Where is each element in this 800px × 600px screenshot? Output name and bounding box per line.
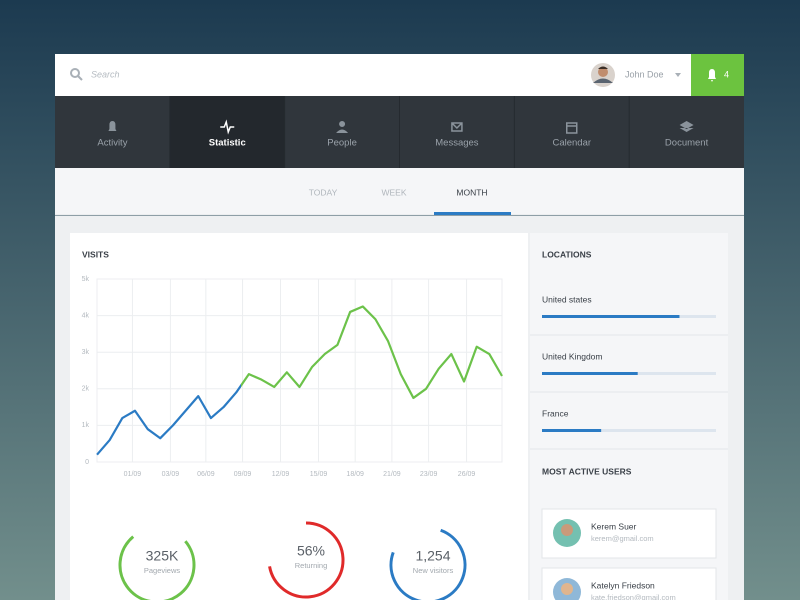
nav-icon (451, 122, 463, 132)
search-icon (70, 68, 83, 81)
nav-icon (679, 121, 694, 132)
x-tick-label: 12/09 (272, 471, 290, 478)
chart-title: VISITS (82, 249, 109, 259)
period-tab[interactable]: WEEK (381, 187, 406, 197)
top-bar (55, 54, 744, 96)
nav-tab[interactable]: Document (665, 138, 709, 149)
notification-count: 4 (724, 69, 729, 79)
location-name: United states (542, 294, 592, 304)
nav-tab[interactable]: Calendar (552, 138, 591, 149)
user-face (561, 583, 573, 595)
user-name[interactable]: John Doe (625, 69, 664, 79)
x-tick-label: 09/09 (234, 471, 252, 478)
search-input[interactable]: Search (91, 69, 120, 79)
nav-icon (220, 119, 235, 135)
location-bar (542, 429, 602, 432)
visits-panel (70, 233, 528, 600)
user-face (561, 524, 573, 536)
period-tab[interactable]: TODAY (309, 187, 338, 197)
nav-tab-active (169, 96, 285, 168)
period-tab[interactable]: MONTH (456, 187, 487, 197)
stat-value: 56% (297, 543, 325, 559)
stat-label: Returning (295, 561, 328, 570)
location-track (542, 429, 716, 432)
nav-icon (108, 121, 117, 131)
notification-button[interactable] (691, 54, 744, 96)
y-tick-label: 5k (82, 276, 90, 283)
visits-line (96, 305, 503, 456)
y-tick-label: 3k (82, 349, 90, 356)
stat-ring (118, 535, 196, 600)
location-name: United Kingdom (542, 351, 602, 361)
nav-icon (336, 121, 349, 133)
x-tick-label: 18/09 (346, 471, 364, 478)
stat-ring (389, 528, 467, 600)
period-tabs: TODAY WEEK MONTH (309, 187, 511, 215)
period-bar (55, 168, 744, 215)
nav-tabs: Activity Statistic People Messages Calendar D… (97, 96, 709, 168)
nav-tab[interactable]: Messages (435, 138, 479, 149)
stat-label: New visitors (413, 566, 454, 575)
x-tick-label: 06/09 (197, 471, 215, 478)
user-caret[interactable] (675, 73, 681, 77)
stat-value: 325K (146, 548, 179, 564)
nav-icon (566, 122, 578, 134)
user-email: kate.friedson@gmail.com (591, 593, 676, 600)
y-tick-label: 4k (82, 312, 90, 319)
nav-tab[interactable]: People (327, 138, 357, 149)
y-tick-label: 2k (82, 386, 90, 393)
nav-tab[interactable]: Statistic (209, 138, 246, 149)
period-underline (434, 212, 511, 215)
stat-label: Pageviews (144, 566, 181, 575)
active-users: Kerem Suer kerem@gmail.com Katelyn Friedso… (541, 508, 717, 600)
x-tick-label: 21/09 (383, 471, 401, 478)
y-tick-label: 1k (82, 422, 90, 429)
user-name: Katelyn Friedson (591, 580, 655, 590)
user-email: kerem@gmail.com (591, 534, 654, 543)
location-bar (542, 372, 638, 375)
bell-icon (708, 69, 716, 82)
chart: 0 1k 2k 3k 4k 5k 01/09 03/09 06/09 09/09 12/09 15/0… (82, 276, 503, 478)
locations-title: LOCATIONS (542, 249, 592, 259)
stat-ring (268, 521, 345, 599)
x-tick-label: 26/09 (458, 471, 476, 478)
location-bar (542, 315, 680, 318)
x-tick-label: 03/09 (162, 471, 180, 478)
user-avatar[interactable] (591, 63, 615, 87)
stats: 325K Pageviews 56% Returning 1,254 New visito… (118, 521, 467, 600)
x-tick-label: 15/09 (310, 471, 328, 478)
y-tick-label: 0 (85, 459, 89, 466)
nav-tab[interactable]: Activity (97, 138, 127, 149)
x-tick-label: 01/09 (124, 471, 142, 478)
user-name: Kerem Suer (591, 521, 637, 531)
stat-value: 1,254 (415, 548, 450, 564)
active-users-title: MOST ACTIVE USERS (542, 466, 632, 476)
x-tick-label: 23/09 (420, 471, 438, 478)
location-name: France (542, 408, 569, 418)
